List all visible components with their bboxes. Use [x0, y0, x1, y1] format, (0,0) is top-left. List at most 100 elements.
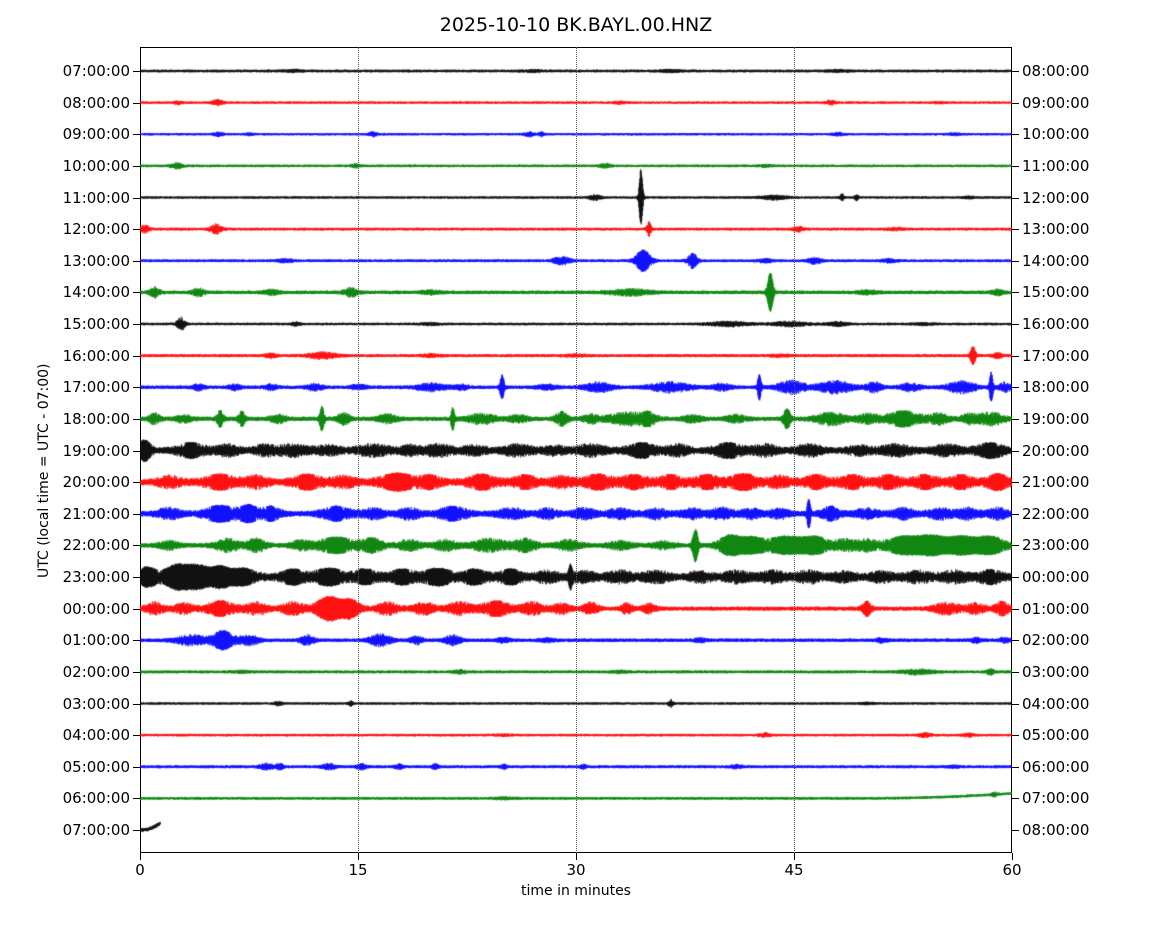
left-tick-label: 03:00:00: [62, 694, 130, 713]
right-tick: [1012, 735, 1019, 737]
y-axis-label: UTC (local time = UTC - 07:00): [36, 363, 52, 578]
right-tick-label: 23:00:00: [1022, 536, 1090, 555]
right-tick: [1012, 766, 1019, 768]
right-tick: [1012, 482, 1019, 484]
left-tick-label: 21:00:00: [62, 504, 130, 523]
x-tick: [140, 853, 141, 860]
left-tick: [133, 640, 140, 642]
left-tick-label: 20:00:00: [62, 473, 130, 492]
right-tick-label: 21:00:00: [1022, 473, 1090, 492]
left-tick-label: 07:00:00: [62, 62, 130, 80]
left-tick: [133, 450, 140, 452]
left-tick-label: 11:00:00: [62, 188, 130, 207]
gridline-45min: [794, 47, 795, 853]
right-tick: [1012, 229, 1019, 231]
x-tick: [794, 853, 795, 860]
right-tick-label: 10:00:00: [1022, 125, 1090, 144]
left-tick-label: 14:00:00: [62, 283, 130, 302]
right-tick: [1012, 387, 1019, 389]
right-tick-label: 05:00:00: [1022, 726, 1090, 745]
right-tick: [1012, 134, 1019, 136]
left-tick: [133, 134, 140, 136]
right-tick-label: 08:00:00: [1022, 62, 1090, 80]
right-tick-label: 03:00:00: [1022, 662, 1090, 681]
right-tick-label: 08:00:00: [1022, 821, 1090, 839]
left-tick-label: 05:00:00: [62, 757, 130, 776]
left-tick: [133, 703, 140, 705]
left-tick-label: 08:00:00: [62, 93, 130, 112]
right-tick: [1012, 165, 1019, 167]
left-tick: [133, 260, 140, 262]
right-tick: [1012, 324, 1019, 325]
right-tick: [1012, 513, 1019, 515]
left-tick-label: 23:00:00: [62, 568, 130, 586]
x-tick-label: 45: [784, 861, 804, 879]
right-tick: [1012, 608, 1019, 610]
left-tick-label: 16:00:00: [62, 346, 130, 365]
right-tick-label: 22:00:00: [1022, 504, 1090, 523]
right-tick: [1012, 640, 1019, 642]
right-tick: [1012, 798, 1019, 800]
right-tick: [1012, 71, 1019, 72]
right-tick-label: 12:00:00: [1022, 188, 1090, 207]
left-tick: [133, 387, 140, 389]
right-tick-label: 01:00:00: [1022, 599, 1090, 618]
right-tick-label: 16:00:00: [1022, 315, 1090, 333]
left-tick: [133, 766, 140, 768]
x-axis-label: time in minutes: [521, 883, 631, 899]
x-tick: [576, 853, 577, 860]
x-tick-label: 0: [135, 861, 145, 879]
left-tick-label: 07:00:00: [62, 821, 130, 839]
left-tick: [133, 545, 140, 547]
right-tick: [1012, 292, 1019, 294]
left-tick: [133, 292, 140, 294]
left-tick: [133, 577, 140, 578]
right-tick: [1012, 703, 1019, 705]
figure-title: 2025-10-10 BK.BAYL.00.HNZ: [439, 14, 713, 36]
x-tick-label: 30: [566, 861, 586, 879]
right-tick: [1012, 671, 1019, 673]
left-tick: [133, 798, 140, 800]
right-tick: [1012, 545, 1019, 547]
right-tick-label: 20:00:00: [1022, 441, 1090, 460]
left-tick: [133, 671, 140, 673]
right-tick-label: 07:00:00: [1022, 789, 1090, 808]
left-tick-label: 10:00:00: [62, 156, 130, 175]
left-tick-label: 12:00:00: [62, 220, 130, 239]
right-tick-label: 04:00:00: [1022, 694, 1090, 713]
right-tick-label: 14:00:00: [1022, 251, 1090, 270]
left-tick-label: 18:00:00: [62, 409, 130, 428]
left-tick-label: 09:00:00: [62, 125, 130, 144]
left-tick-label: 00:00:00: [62, 599, 130, 618]
left-tick: [133, 418, 140, 420]
right-tick-label: 06:00:00: [1022, 757, 1090, 776]
left-tick: [133, 355, 140, 357]
x-tick: [358, 853, 359, 860]
left-tick: [133, 324, 140, 325]
gridline-15min: [358, 47, 359, 853]
right-tick: [1012, 418, 1019, 420]
x-tick-label: 60: [1002, 861, 1022, 879]
left-tick: [133, 229, 140, 231]
right-tick-label: 13:00:00: [1022, 220, 1090, 239]
left-tick-label: 13:00:00: [62, 251, 130, 270]
left-tick: [133, 830, 140, 831]
right-tick-label: 17:00:00: [1022, 346, 1090, 365]
right-tick-label: 19:00:00: [1022, 409, 1090, 428]
left-tick: [133, 197, 140, 199]
left-tick-label: 01:00:00: [62, 631, 130, 650]
right-tick: [1012, 830, 1019, 831]
x-tick: [1012, 853, 1013, 860]
x-tick-label: 15: [348, 861, 368, 879]
right-tick-label: 09:00:00: [1022, 93, 1090, 112]
left-tick-label: 04:00:00: [62, 726, 130, 745]
right-tick: [1012, 197, 1019, 199]
right-tick-label: 11:00:00: [1022, 156, 1090, 175]
right-tick: [1012, 102, 1019, 104]
left-tick: [133, 735, 140, 737]
left-tick-label: 22:00:00: [62, 536, 130, 555]
right-tick: [1012, 355, 1019, 357]
right-tick: [1012, 260, 1019, 262]
right-tick-label: 15:00:00: [1022, 283, 1090, 302]
left-tick: [133, 71, 140, 72]
